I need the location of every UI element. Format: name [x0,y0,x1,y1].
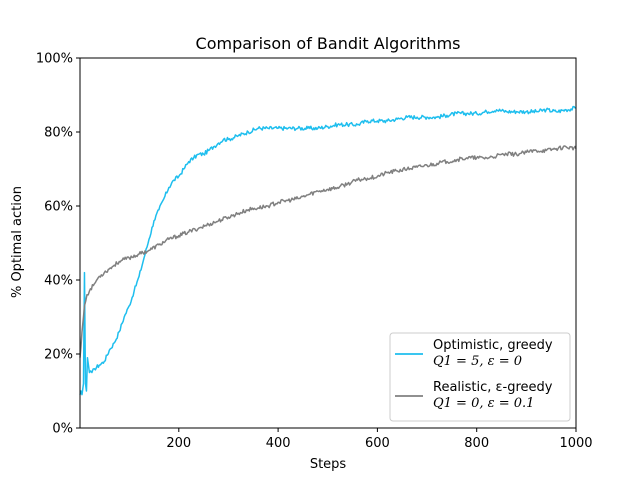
y-tick-label: 100% [36,52,73,67]
legend-entry-params-0: Q1 = 5, ε = 0 [433,354,522,369]
legend-entry-params-1: Q1 = 0, ε = 0.1 [433,396,534,411]
legend-entry-0: Optimistic, greedy [433,338,553,353]
x-axis-label: Steps [310,457,347,472]
plot-area [79,105,577,396]
x-axis: 200 400 600 800 1000 [166,428,593,451]
x-tick-label: 1000 [559,436,592,451]
x-tick-label: 800 [464,436,489,451]
y-axis-label: % Optimal action [10,186,25,298]
y-tick-label: 0% [52,422,73,437]
x-tick-label: 400 [266,436,291,451]
series-line-1 [79,145,577,358]
chart-title: Comparison of Bandit Algorithms [196,34,461,53]
legend-box [389,332,571,422]
y-tick-label: 40% [44,274,73,289]
axes-frame [79,57,577,429]
y-tick-label: 60% [44,200,73,215]
y-tick-label: 20% [44,348,73,363]
x-tick-label: 200 [166,436,191,451]
y-axis: 0% 20% 40% 60% 80% 100% [36,52,80,437]
y-tick-label: 80% [44,126,73,141]
series-line-0 [79,105,577,396]
legend-entry-1: Realistic, ε-greedy [433,380,553,395]
x-tick-label: 600 [365,436,390,451]
